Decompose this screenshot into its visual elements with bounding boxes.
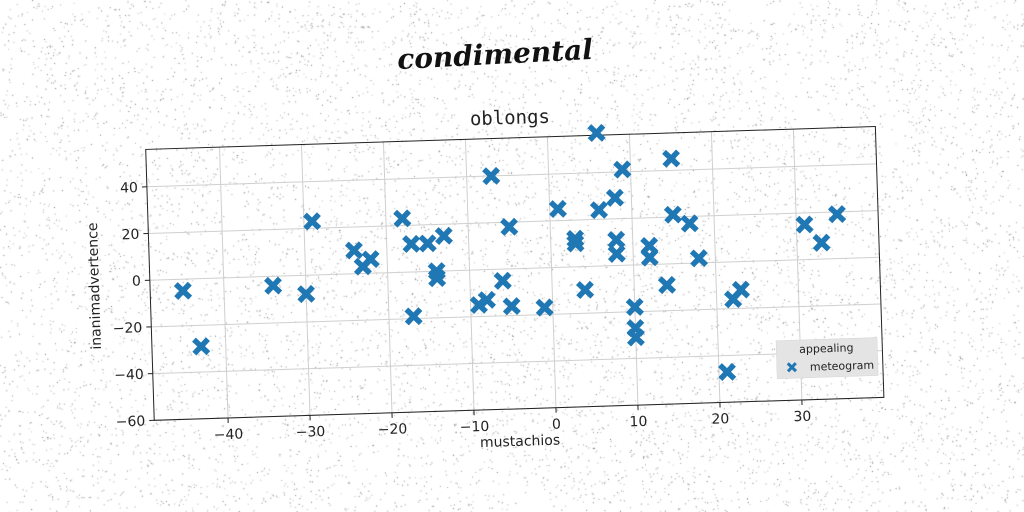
legend-marker <box>786 362 798 373</box>
data-point <box>625 297 644 317</box>
x-tick-label: −20 <box>377 421 407 438</box>
data-point <box>535 298 554 317</box>
data-point <box>566 234 585 253</box>
data-point <box>548 199 568 219</box>
legend-box <box>775 337 879 379</box>
data-point <box>404 307 423 326</box>
x-tick-label: −30 <box>296 424 326 441</box>
x-tick-label: −40 <box>214 427 244 444</box>
x-grid-line <box>300 144 311 416</box>
legend-entry-label: meteogram <box>810 359 875 374</box>
plot-area-frame <box>145 125 885 421</box>
data-point <box>718 362 737 382</box>
x-grid-line <box>464 139 475 411</box>
data-point <box>566 229 585 248</box>
data-point <box>192 337 211 356</box>
x-tick-label: 30 <box>793 409 811 426</box>
y-grid-line <box>149 256 880 281</box>
x-grid-line <box>382 141 393 413</box>
y-tick-label: 0 <box>132 273 141 289</box>
data-point <box>393 209 412 228</box>
data-point <box>500 217 519 236</box>
y-tick-label: −40 <box>114 367 144 384</box>
data-point <box>418 234 437 253</box>
data-point <box>344 241 364 260</box>
data-point <box>662 149 681 168</box>
data-point <box>607 244 626 263</box>
data-point <box>640 248 659 267</box>
data-point <box>680 214 699 233</box>
y-grid-line <box>152 350 883 375</box>
x-grid-line <box>628 134 639 406</box>
y-grid-line <box>151 303 881 328</box>
data-point <box>477 290 497 310</box>
data-point <box>297 284 316 304</box>
legend-marker-icon <box>786 362 798 373</box>
data-point <box>663 205 683 224</box>
grid-lines <box>146 129 884 421</box>
x-tick-label: 10 <box>629 414 647 431</box>
data-point <box>605 188 625 207</box>
data-point <box>812 233 831 252</box>
data-point <box>607 230 626 249</box>
data-point <box>173 281 193 300</box>
x-grid-line <box>710 131 721 403</box>
x-grid-line <box>546 136 557 408</box>
data-point <box>795 215 814 234</box>
data-point <box>493 271 512 290</box>
chart-title: oblongs <box>470 106 551 131</box>
legend: appealing meteogram <box>775 337 879 379</box>
data-point <box>587 123 606 143</box>
data-point <box>434 226 453 246</box>
y-tick-label: 20 <box>121 227 139 244</box>
x-tick-label: 20 <box>711 411 729 428</box>
data-point <box>731 280 751 299</box>
data-markers <box>173 123 847 382</box>
data-point <box>263 276 283 295</box>
data-point <box>575 280 595 299</box>
data-point <box>613 160 632 179</box>
x-tick-label: −10 <box>459 419 489 436</box>
data-point <box>402 234 421 254</box>
data-point <box>589 200 609 220</box>
y-axis-label: inanimadvertence <box>85 222 105 350</box>
data-point <box>482 166 501 186</box>
y-tick-label: 40 <box>120 180 138 197</box>
y-tick-label: −20 <box>113 320 143 337</box>
data-point <box>689 249 709 268</box>
data-point <box>427 269 447 288</box>
x-axis-label: mustachios <box>480 433 561 452</box>
data-point <box>626 328 645 347</box>
legend-title: appealing <box>799 341 854 356</box>
y-grid-line <box>146 163 877 188</box>
x-grid-line <box>219 147 229 419</box>
data-point <box>502 297 521 316</box>
data-point <box>827 205 847 224</box>
y-tick-label: −60 <box>115 414 145 431</box>
data-point <box>657 275 677 295</box>
data-point <box>361 250 380 269</box>
data-point <box>303 212 322 231</box>
x-tick-label: 0 <box>552 417 561 433</box>
axis-ticks: −40 −30 −20 −10 0 10 20 30 −60 −40 −20 0 20 40 <box>113 180 812 444</box>
